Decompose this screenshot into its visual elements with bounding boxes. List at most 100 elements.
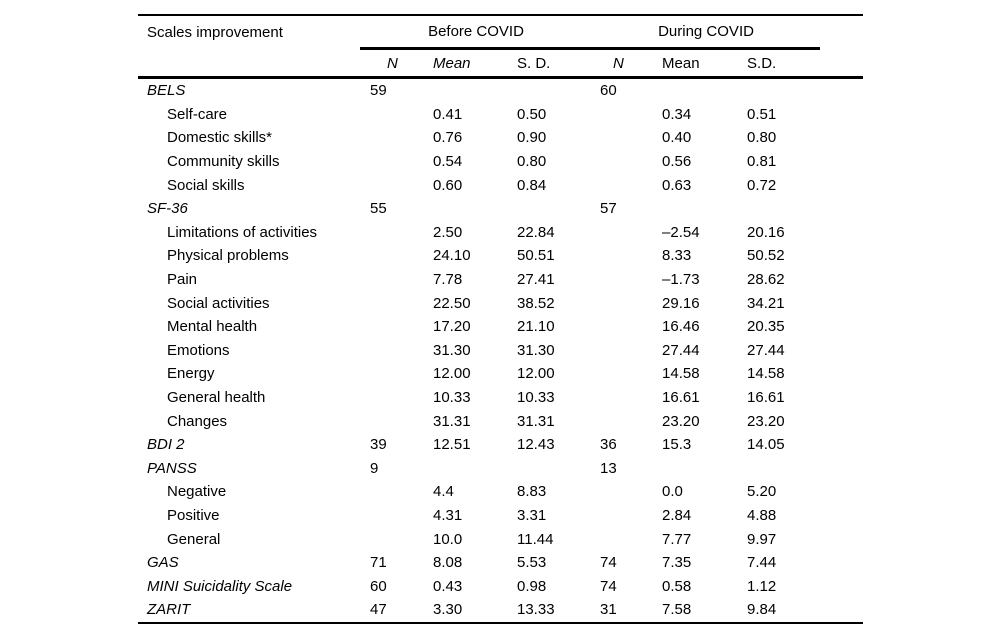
cell-sd-before: 5.53 [517,554,547,572]
cell-filler [820,433,863,457]
table-row: Mental health 17.20 21.10 16.46 20.35 [138,315,863,339]
cell-n-before [360,504,425,528]
cell-mean-during: –1.73 [662,271,700,289]
cell-sd-before: 13.33 [517,601,555,619]
cell-filler [820,386,863,410]
cell-sd-before [510,78,592,103]
table-row: Physical problems 24.10 50.51 8.33 50.52 [138,244,863,268]
cell-mean-before [425,197,510,221]
cell-mean-during: 15.3 [662,436,692,454]
cell-n-during: 13 [600,459,617,477]
cell-filler [820,527,863,551]
cell-n-before: 60 [370,577,387,595]
cell-n-during [592,386,655,410]
cell-mean-before: 0.41 [433,105,463,123]
cell-mean-during: 23.20 [662,412,700,430]
group-header-row: Scales improvement Before COVID During C… [138,15,863,50]
cell-n-during [592,150,655,174]
cell-scale-label: BDI 2 [147,436,185,454]
cell-mean-during: 27.44 [662,341,700,359]
cell-sd-during: 14.58 [747,365,785,383]
cell-mean-during: 0.58 [662,577,692,595]
col-header-n-before: N [360,48,425,79]
table-row: BELS 59 60 [138,78,863,103]
cell-scale-label: Social activities [167,294,270,312]
cell-mean-during: 0.40 [662,129,692,147]
cell-sd-before: 38.52 [517,294,555,312]
cell-sd-before: 8.83 [517,483,547,501]
cell-sd-before [510,197,592,221]
cell-scale-label: PANSS [147,459,197,477]
cell-n-before [360,103,425,127]
col-header-sd-during: S.D. [738,48,821,79]
cell-scale-label: Pain [167,271,198,289]
cell-filler [820,362,863,386]
cell-n-before [360,315,425,339]
col-header-sd-before: S. D. [510,48,593,79]
cell-sd-before: 0.98 [517,577,547,595]
cell-filler [820,457,863,481]
cell-n-during [592,291,655,315]
col-header-mean-before: Mean [425,48,510,79]
cell-mean-during: 14.58 [662,365,700,383]
cell-n-before [360,409,425,433]
cell-mean-before: 31.30 [433,341,471,359]
cell-sd-before: 27.41 [517,271,555,289]
scales-improvement-table: Scales improvement Before COVID During C… [138,14,864,624]
table-body: BELS 59 60 Self-care 0.41 0.50 0.34 0.51 Domesti… [138,78,863,623]
table-row: Negative 4.4 8.83 0.0 5.20 [138,480,863,504]
cell-filler [820,197,863,221]
table-row: General 10.0 11.44 7.77 9.97 [138,527,863,551]
cell-filler [820,244,863,268]
cell-filler [820,551,863,575]
cell-filler [820,103,863,127]
table-row: Positive 4.31 3.31 2.84 4.88 [138,504,863,528]
table-row: Limitations of activities 2.50 22.84 –2.54 2… [138,221,863,245]
cell-filler [820,78,863,103]
cell-sd-before: 10.33 [517,389,555,407]
cell-scale-label: Social skills [167,176,245,194]
cell-scale-label: MINI Suicidality Scale [147,577,293,595]
table-row: Community skills 0.54 0.80 0.56 0.81 [138,150,863,174]
sub-header-row: N Mean S. D. N Mean S.D. [138,48,864,79]
cell-scale-label: Negative [167,483,227,501]
table-row: MINI Suicidality Scale 60 0.43 0.98 74 0.58 1.… [138,574,863,598]
cell-sd-before: 22.84 [517,223,555,241]
cell-sd-during: 0.80 [747,129,777,147]
cell-mean-during: 0.0 [662,483,683,501]
col-header-n-during: N [592,48,656,79]
cell-n-before [360,126,425,150]
cell-filler [820,339,863,363]
table-row: Self-care 0.41 0.50 0.34 0.51 [138,103,863,127]
cell-sd-during: 1.12 [747,577,777,595]
cell-filler [820,291,863,315]
cell-n-before: 59 [370,82,387,100]
cell-scale-label: Changes [167,412,228,430]
cell-n-before [360,173,425,197]
cell-n-before [360,244,425,268]
cell-mean-before: 0.76 [433,129,463,147]
cell-mean-before [425,78,510,103]
cell-sd-during: 9.84 [747,601,777,619]
cell-n-before: 9 [370,459,379,477]
cell-sd-before: 11.44 [517,530,554,548]
cell-mean-during: 0.63 [662,176,692,194]
cell-mean-before: 10.33 [433,389,471,407]
cell-sd-during: 14.05 [747,436,785,454]
cell-mean-during: 0.56 [662,153,692,171]
cell-mean-before: 0.54 [433,153,463,171]
table-row: Changes 31.31 31.31 23.20 23.20 [138,409,863,433]
cell-mean-during: 0.34 [662,105,692,123]
cell-n-before [360,480,425,504]
cell-mean-before: 22.50 [433,294,471,312]
cell-n-during [592,244,655,268]
cell-sd-during: 27.44 [747,341,785,359]
cell-n-during [592,480,655,504]
cell-n-during: 74 [600,577,617,595]
cell-mean-before: 8.08 [433,554,463,572]
cell-scale-label: General [167,530,221,548]
cell-sd-before [510,457,592,481]
cell-filler [820,504,863,528]
table-row: Energy 12.00 12.00 14.58 14.58 [138,362,863,386]
cell-n-during [592,527,655,551]
